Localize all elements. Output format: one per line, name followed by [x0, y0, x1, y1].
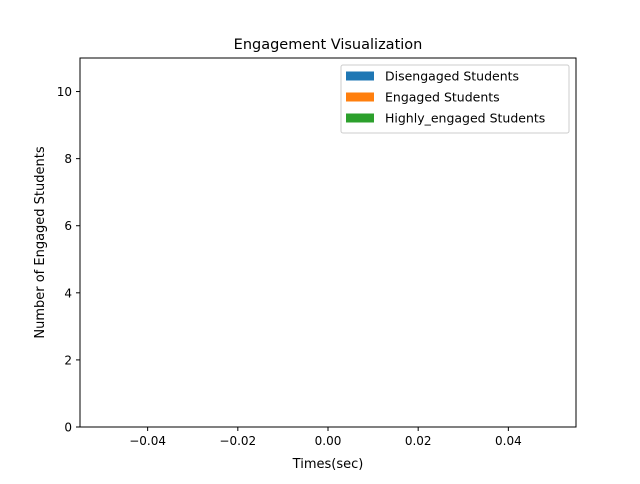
x-tick-label: 0.04	[495, 434, 522, 448]
legend-label: Disengaged Students	[385, 69, 519, 84]
legend-items: Disengaged Students Engaged Students Highl…	[346, 69, 545, 126]
y-tick-label: 8	[64, 152, 72, 166]
legend-frame	[340, 64, 570, 134]
x-tick-label: 0.02	[405, 434, 432, 448]
y-tick-label: 10	[57, 85, 72, 99]
y-axis-ticks: 0 2 4 6 8 10	[57, 85, 80, 435]
y-axis-label: Number of Engaged Students	[33, 146, 48, 338]
legend-swatch	[346, 92, 374, 102]
y-tick-label: 2	[64, 353, 72, 367]
legend-label: Highly_engaged Students	[385, 111, 545, 126]
legend-swatch	[346, 113, 374, 123]
x-axis-label: Times(sec)	[292, 457, 364, 472]
legend-label: Engaged Students	[385, 90, 500, 105]
y-tick-label: 4	[64, 286, 72, 300]
chart-title: Engagement Visualization	[234, 37, 423, 53]
y-tick-label: 0	[64, 421, 72, 435]
x-tick-label: −0.02	[219, 434, 256, 448]
x-tick-label: 0.00	[315, 434, 342, 448]
plot-area-frame	[79, 57, 577, 428]
x-tick-label: −0.04	[129, 434, 166, 448]
y-tick-label: 6	[64, 219, 72, 233]
legend-swatch	[346, 71, 374, 81]
x-axis-ticks: −0.04 −0.02 0.00 0.02 0.04	[129, 427, 522, 448]
legend: Disengaged Students Engaged Students Highl…	[340, 64, 570, 134]
